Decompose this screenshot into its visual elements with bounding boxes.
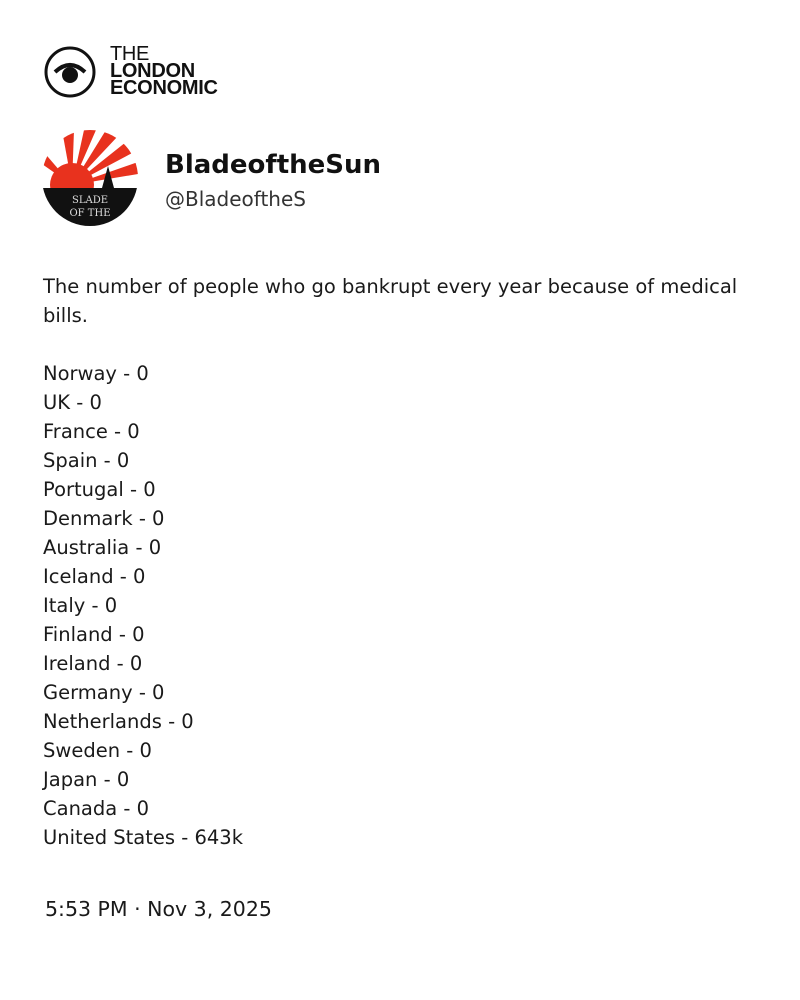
eye-logo-icon [44, 46, 96, 98]
brand-wordmark: THE LONDON ECONOMIC [110, 43, 218, 99]
display-name[interactable]: BladeoftheSun [165, 150, 382, 180]
svg-text:SLADE: SLADE [72, 195, 108, 206]
country-line: Denmark - 0 [43, 507, 165, 530]
country-line: Ireland - 0 [43, 652, 143, 675]
country-line: France - 0 [43, 420, 140, 443]
country-line: Netherlands - 0 [43, 710, 194, 733]
country-line: Sweden - 0 [43, 739, 152, 762]
country-line: Germany - 0 [43, 681, 165, 704]
country-line: Iceland - 0 [43, 565, 146, 588]
country-line: Australia - 0 [43, 536, 162, 559]
user-handle[interactable]: @BladeoftheS [165, 187, 306, 211]
tweet-timestamp[interactable]: 5:53 PM · Nov 3, 2025 [45, 897, 272, 921]
country-line: Norway - 0 [43, 362, 149, 385]
brand-line-1: THE [110, 43, 150, 65]
country-line: Italy - 0 [43, 594, 118, 617]
brand-logo: THE LONDON ECONOMIC [44, 44, 218, 98]
svg-text:OF THE: OF THE [69, 208, 110, 219]
rising-sun-avatar-icon: SLADE OF THE [42, 130, 138, 226]
country-line: Finland - 0 [43, 623, 145, 646]
brand-line-3: ECONOMIC [110, 77, 218, 99]
country-line: United States - 643k [43, 826, 243, 849]
tweet-body: The number of people who go bankrupt eve… [43, 272, 753, 852]
tweet-intro: The number of people who go bankrupt eve… [43, 275, 738, 327]
brand-line-2: LONDON [110, 60, 195, 82]
country-line: Canada - 0 [43, 797, 150, 820]
country-line: UK - 0 [43, 391, 102, 414]
country-list: Norway - 0 UK - 0 France - 0 Spain - 0 Portu… [43, 359, 753, 852]
country-line: Spain - 0 [43, 449, 130, 472]
country-line: Portugal - 0 [43, 478, 156, 501]
country-line: Japan - 0 [43, 768, 130, 791]
avatar[interactable]: SLADE OF THE [42, 130, 138, 226]
